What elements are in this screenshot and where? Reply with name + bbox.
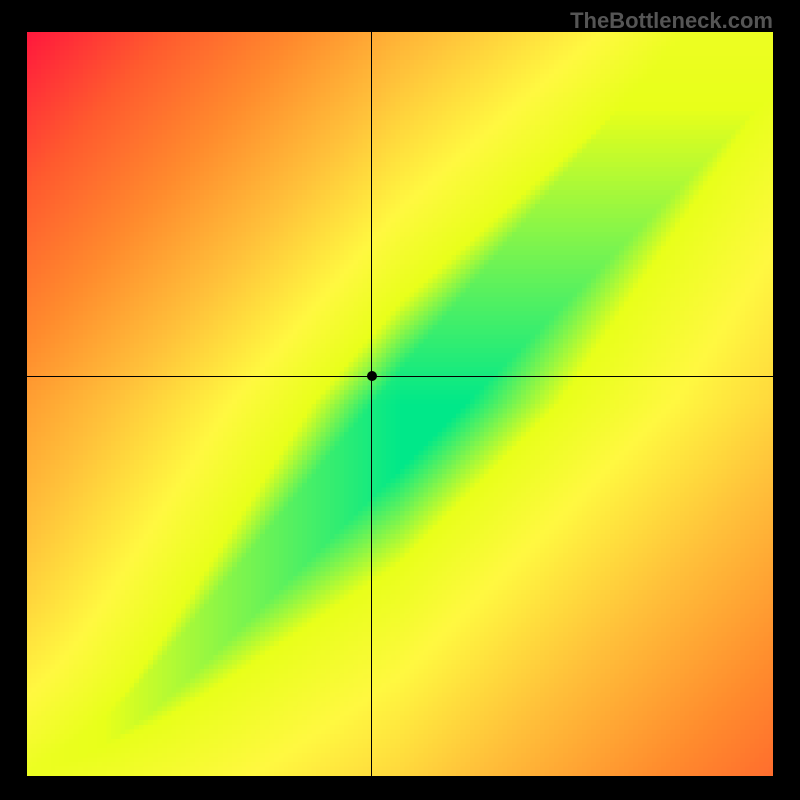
heatmap-canvas bbox=[27, 32, 773, 776]
crosshair-vertical bbox=[371, 32, 372, 776]
crosshair-horizontal bbox=[27, 376, 773, 377]
watermark-text: TheBottleneck.com bbox=[570, 8, 773, 34]
crosshair-marker bbox=[367, 371, 377, 381]
heatmap-plot bbox=[27, 32, 773, 776]
